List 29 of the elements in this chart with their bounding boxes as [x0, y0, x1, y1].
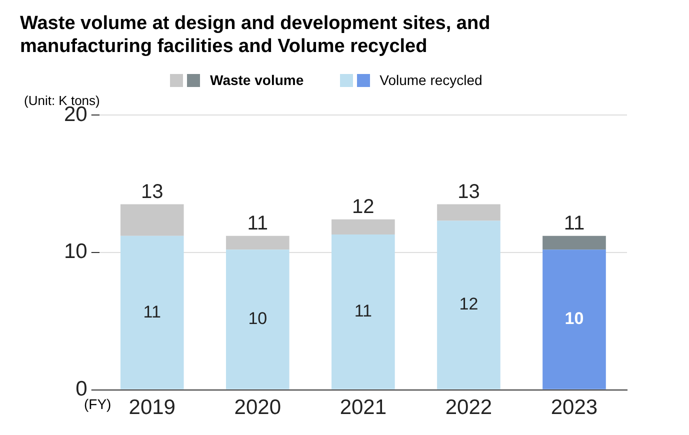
total-label: 13 — [458, 180, 480, 203]
legend-label: Waste volume — [210, 72, 304, 88]
legend-label: Volume recycled — [380, 72, 482, 88]
bar — [332, 234, 395, 390]
bar — [542, 236, 606, 250]
bar — [226, 250, 290, 390]
bar — [437, 204, 500, 221]
x-tick-label: 2023 — [550, 396, 598, 420]
x-tick-label: 2021 — [340, 396, 387, 420]
x-tick-label: 2022 — [445, 396, 492, 420]
data-label: 11 — [354, 302, 372, 321]
data-label: 10 — [564, 309, 584, 328]
data-label: 12 — [459, 294, 478, 314]
x-tick-label: 2019 — [128, 396, 176, 420]
bar — [542, 250, 606, 390]
total-label: 12 — [352, 196, 374, 218]
total-label: 13 — [141, 180, 164, 203]
total-label: 11 — [247, 212, 268, 234]
y-tick-label: 10 — [64, 240, 88, 264]
bar — [120, 204, 184, 236]
bar — [332, 219, 395, 235]
bar — [437, 220, 500, 390]
chart-title: Waste volume at design and development sites, and manufacturing facilities and Volume recycled — [20, 12, 492, 58]
data-label: 10 — [248, 309, 268, 328]
bar — [120, 236, 184, 390]
data-label: 11 — [143, 302, 161, 322]
x-tick-label: 2020 — [234, 396, 282, 420]
total-label: 11 — [564, 212, 585, 234]
bar — [226, 236, 290, 250]
